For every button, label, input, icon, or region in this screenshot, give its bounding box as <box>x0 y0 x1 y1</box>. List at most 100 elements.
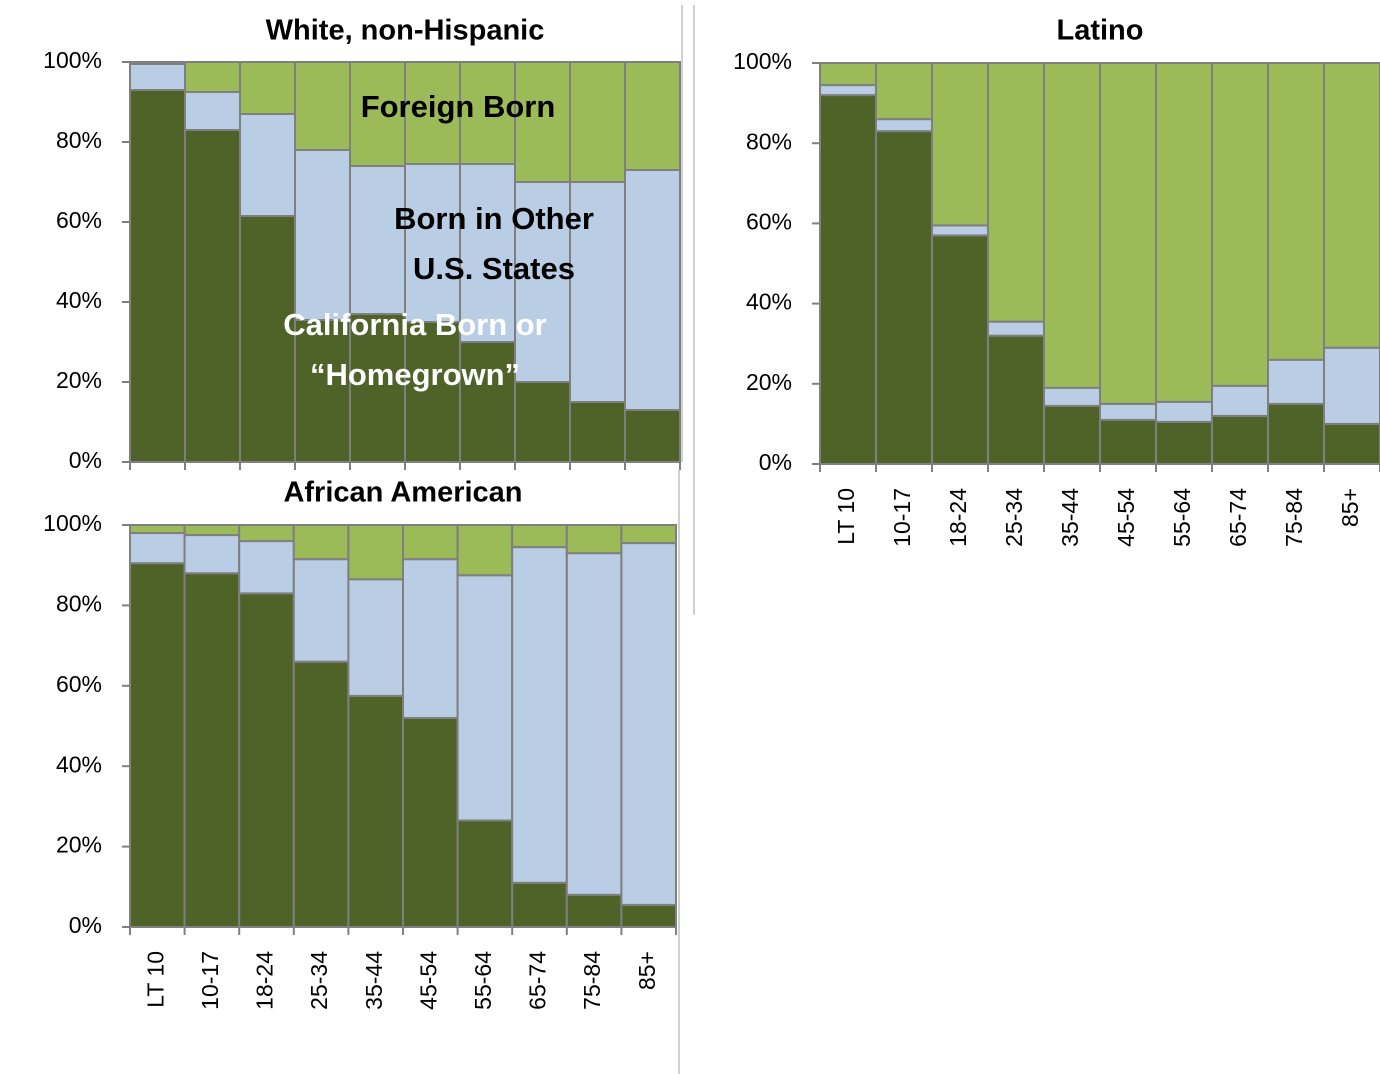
bar-segment <box>402 558 459 719</box>
bar-segment <box>569 61 626 183</box>
bar-segment <box>514 61 571 183</box>
bar-segment <box>347 524 404 581</box>
x-tick-label: 18-24 <box>945 488 971 547</box>
bar-segment <box>238 524 295 543</box>
bar-segment <box>1043 386 1101 407</box>
bar-segment <box>238 540 295 595</box>
bar-segment <box>183 524 241 537</box>
bar-segment <box>183 572 241 928</box>
x-tick-label: 18-24 <box>252 951 278 1010</box>
bar-segment <box>1099 62 1157 405</box>
bar-segment <box>1043 404 1101 466</box>
series-label: Foreign Born <box>360 89 556 124</box>
x-tick-label: 25-34 <box>306 951 332 1010</box>
bar-segment <box>294 61 351 151</box>
bar-segment <box>238 592 295 929</box>
bar-segment <box>1323 422 1380 465</box>
bar-segment <box>624 169 681 411</box>
bar-segment <box>620 903 678 929</box>
bar-segment <box>402 524 459 561</box>
bar-segment <box>347 578 404 697</box>
bar-segment <box>184 61 241 93</box>
bar-segment <box>565 524 623 555</box>
y-tick-label: 0% <box>69 447 102 473</box>
bar-segment <box>875 62 933 121</box>
y-tick-label: 100% <box>43 47 102 73</box>
y-tick-label: 40% <box>56 287 102 313</box>
x-tick-label: 75-84 <box>579 951 605 1010</box>
y-tick-label: 0% <box>759 449 792 475</box>
y-tick-label: 40% <box>56 751 102 777</box>
y-tick-label: 40% <box>746 289 792 315</box>
x-tick-label: 85+ <box>1337 488 1363 527</box>
chart-title: White, non-Hispanic <box>266 15 545 47</box>
bar-segment <box>987 334 1045 465</box>
bar-segment <box>620 542 678 906</box>
y-tick-label: 20% <box>746 369 792 395</box>
y-tick-label: 60% <box>56 207 102 233</box>
bar-segment <box>294 149 351 321</box>
x-tick-label: 45-54 <box>1113 488 1139 547</box>
bar-segment <box>239 113 296 217</box>
bar-segment <box>987 62 1045 323</box>
bar-segment <box>456 524 514 577</box>
bar-segment <box>565 893 623 929</box>
bar-segment <box>1267 402 1325 466</box>
bar-segment <box>129 562 186 928</box>
bar-segment <box>349 61 406 167</box>
bar-segment <box>456 574 514 822</box>
bar-segment <box>1211 414 1269 466</box>
bar-segment <box>931 234 989 465</box>
bar-segment <box>1211 62 1269 387</box>
y-tick-label: 80% <box>56 590 102 616</box>
bar-segment <box>565 552 623 896</box>
x-tick-label: 35-44 <box>1057 488 1083 547</box>
bar-segment <box>292 524 350 561</box>
bar-segment <box>1155 400 1213 423</box>
bar-segment <box>129 61 186 65</box>
bar-segment <box>404 61 461 165</box>
bar-segment <box>239 61 296 115</box>
y-tick-label: 80% <box>746 128 792 154</box>
bar-segment <box>1323 346 1380 425</box>
y-tick-label: 100% <box>733 48 792 74</box>
bar-segment <box>931 224 989 237</box>
bar-segment <box>404 163 461 323</box>
bar-segment <box>129 532 186 565</box>
bar-segment <box>1043 62 1101 389</box>
bar-segment <box>511 524 568 549</box>
bar-segment <box>184 129 241 463</box>
bar-segment <box>184 91 241 131</box>
y-tick-label: 100% <box>43 510 102 536</box>
bar-segment <box>456 819 514 928</box>
y-tick-label: 60% <box>56 671 102 697</box>
bar-segment <box>292 660 350 928</box>
y-tick-label: 0% <box>69 912 102 938</box>
bar-segment <box>511 546 568 884</box>
bar-segment <box>1267 358 1325 405</box>
bar-segment <box>292 558 350 663</box>
bar-segment <box>1099 402 1157 421</box>
x-tick-label: 65-74 <box>525 951 551 1010</box>
bar-segment <box>1155 420 1213 465</box>
bar-segment <box>875 130 933 465</box>
bar-segment <box>569 401 626 463</box>
chart-title: Latino <box>1057 15 1144 47</box>
y-tick-label: 80% <box>56 127 102 153</box>
x-tick-label: 55-64 <box>1169 488 1195 547</box>
y-tick-label: 60% <box>746 208 792 234</box>
x-tick-label: 75-84 <box>1281 488 1307 547</box>
x-tick-label: 35-44 <box>361 951 387 1010</box>
x-tick-label: 10-17 <box>889 488 915 547</box>
y-tick-label: 20% <box>56 367 102 393</box>
bar-segment <box>1323 62 1380 349</box>
bar-segment <box>183 534 241 575</box>
bar-segment <box>129 524 186 535</box>
x-tick-label: 25-34 <box>1001 488 1027 547</box>
chart-title: African American <box>283 477 522 509</box>
bar-segment <box>1267 62 1325 361</box>
bar-segment <box>129 63 186 91</box>
bar-segment <box>511 881 568 929</box>
